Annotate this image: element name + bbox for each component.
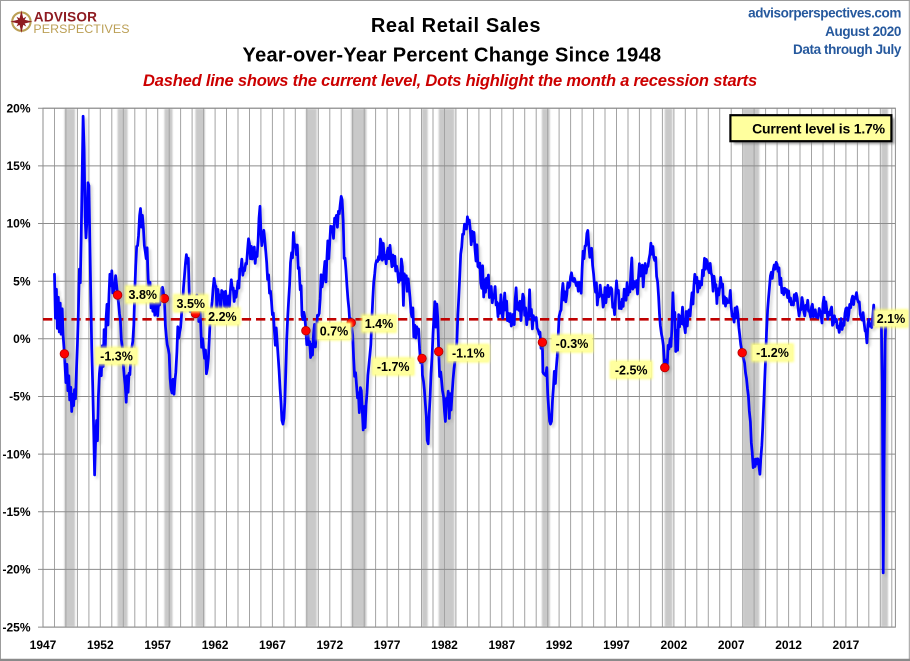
svg-text:-2.5%: -2.5% [615, 363, 648, 377]
svg-text:-15%: -15% [2, 505, 30, 519]
svg-text:2.1%: 2.1% [877, 312, 906, 326]
svg-text:5%: 5% [13, 274, 31, 288]
svg-text:advisorperspectives.com: advisorperspectives.com [748, 6, 901, 21]
svg-text:1992: 1992 [546, 638, 573, 652]
svg-text:1952: 1952 [87, 638, 114, 652]
svg-text:15%: 15% [6, 159, 30, 173]
svg-text:August 2020: August 2020 [825, 24, 901, 39]
svg-text:0.7%: 0.7% [320, 325, 349, 339]
svg-text:1972: 1972 [316, 638, 343, 652]
svg-text:-1.1%: -1.1% [452, 347, 485, 361]
svg-text:-5%: -5% [9, 390, 31, 404]
svg-text:-0.3%: -0.3% [556, 337, 589, 351]
svg-text:Year-over-Year Percent Change: Year-over-Year Percent Change Since 1948 [243, 45, 662, 67]
svg-text:Data through July: Data through July [793, 42, 902, 57]
svg-text:2.2%: 2.2% [208, 310, 237, 324]
svg-text:2017: 2017 [833, 638, 860, 652]
svg-text:Current level is 1.7%: Current level is 1.7% [752, 121, 886, 137]
svg-text:-10%: -10% [2, 447, 30, 461]
svg-text:2007: 2007 [718, 638, 745, 652]
svg-text:1947: 1947 [30, 638, 57, 652]
svg-text:-1.7%: -1.7% [377, 360, 410, 374]
svg-text:10%: 10% [6, 217, 30, 231]
svg-text:1967: 1967 [259, 638, 286, 652]
svg-text:1.4%: 1.4% [365, 317, 394, 331]
svg-text:1962: 1962 [202, 638, 229, 652]
svg-text:2012: 2012 [775, 638, 802, 652]
svg-text:2002: 2002 [661, 638, 688, 652]
svg-text:1982: 1982 [431, 638, 458, 652]
svg-text:-1.3%: -1.3% [100, 350, 133, 364]
svg-text:1997: 1997 [603, 638, 630, 652]
svg-text:-20%: -20% [2, 563, 30, 577]
svg-text:1977: 1977 [374, 638, 401, 652]
svg-text:0%: 0% [13, 332, 31, 346]
svg-text:Real Retail Sales: Real Retail Sales [371, 15, 541, 37]
svg-text:PERSPECTIVES: PERSPECTIVES [33, 22, 129, 36]
svg-text:-1.2%: -1.2% [756, 346, 789, 360]
svg-text:1957: 1957 [144, 638, 171, 652]
svg-text:ADVISOR: ADVISOR [34, 9, 97, 24]
svg-text:1987: 1987 [488, 638, 515, 652]
svg-text:3.5%: 3.5% [177, 297, 206, 311]
svg-text:20%: 20% [6, 101, 30, 115]
svg-text:3.8%: 3.8% [129, 288, 158, 302]
svg-text:Dashed line shows the current: Dashed line shows the current level, Dot… [143, 72, 757, 90]
svg-text:-25%: -25% [2, 620, 30, 634]
